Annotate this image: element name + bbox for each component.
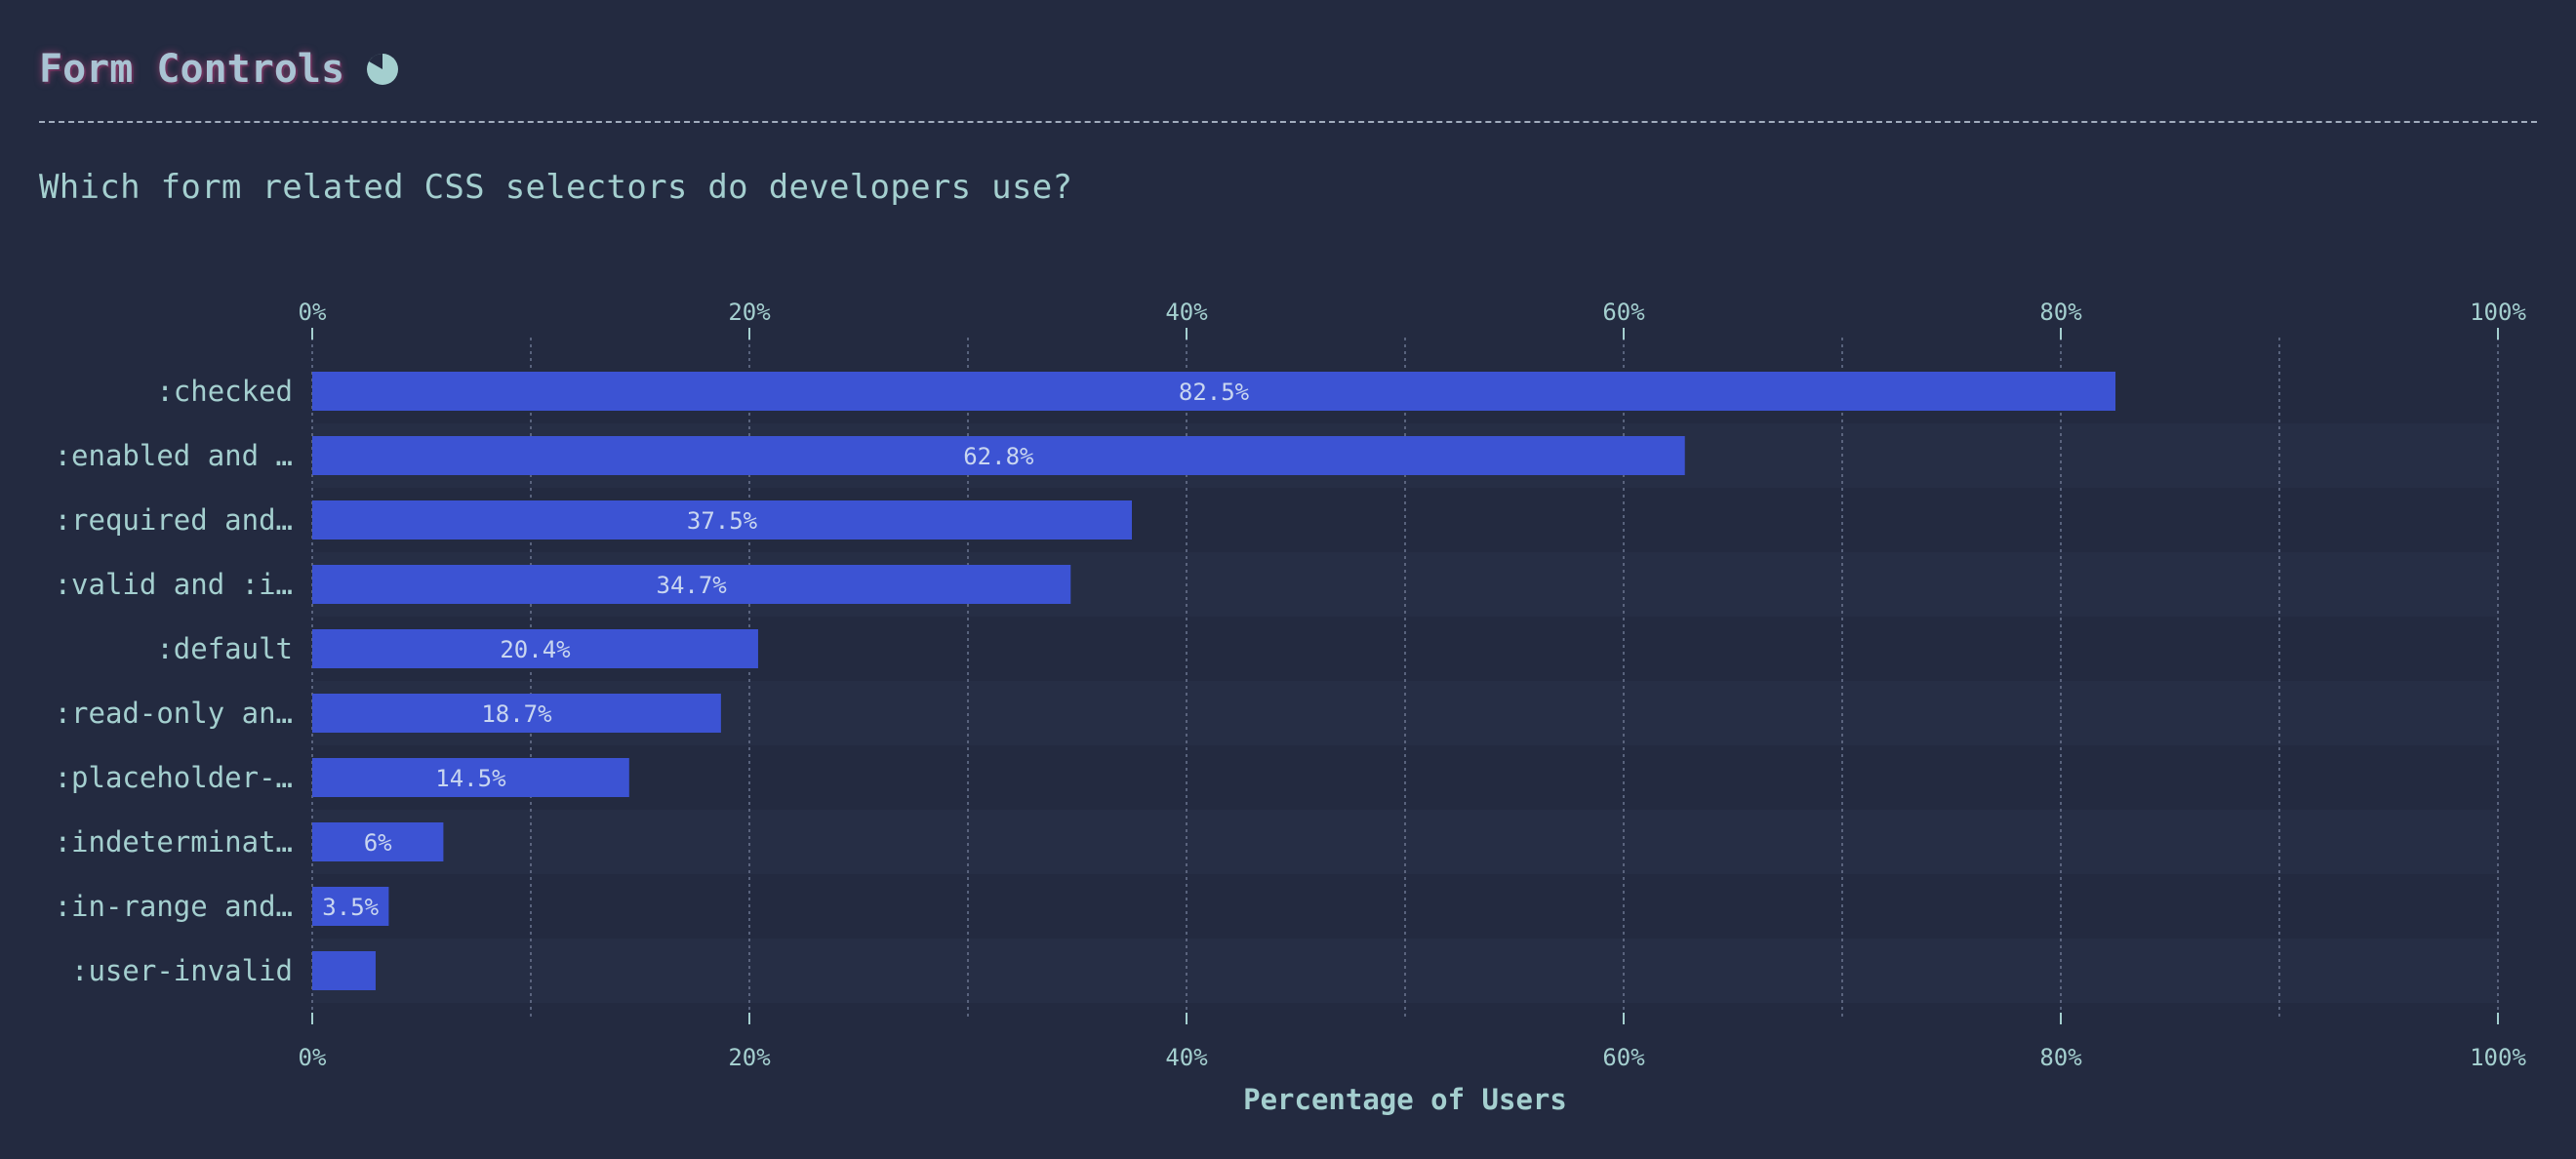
bar <box>312 372 2115 411</box>
bar <box>312 887 389 926</box>
category-label: :in-range and… <box>55 890 293 923</box>
tick-label-bottom: 80% <box>2039 1044 2082 1071</box>
page-title: Form Controls <box>39 47 345 92</box>
tick-label-top: 60% <box>1602 299 1645 326</box>
category-label: :checked <box>156 375 293 408</box>
data-label: 62.8% <box>963 443 1034 470</box>
header-divider <box>39 121 2537 123</box>
x-axis-title: Percentage of Users <box>1243 1083 1567 1116</box>
tick-label-bottom: 60% <box>1602 1044 1645 1071</box>
category-label: :read-only an… <box>55 697 293 730</box>
data-label: 3.5% <box>322 894 379 921</box>
category-label: :valid and :i… <box>55 568 293 601</box>
row-stripe <box>312 939 2498 1003</box>
bar <box>312 629 758 668</box>
pie-chart-icon <box>367 54 399 85</box>
category-label: :default <box>156 632 293 665</box>
data-label: 82.5% <box>1179 379 1250 406</box>
tick-label-bottom: 100% <box>2470 1044 2526 1071</box>
tick-label-bottom: 40% <box>1165 1044 1208 1071</box>
tick-label-top: 0% <box>299 299 327 326</box>
category-label: :placeholder-… <box>55 761 293 794</box>
category-label: :enabled and … <box>55 439 293 472</box>
category-label: :required and… <box>55 503 293 537</box>
data-label: 20.4% <box>500 636 571 663</box>
category-label: :user-invalid <box>71 954 293 987</box>
data-label: 34.7% <box>657 572 728 599</box>
tick-label-top: 40% <box>1165 299 1208 326</box>
bar <box>312 500 1132 540</box>
data-label: 18.7% <box>481 700 552 728</box>
tick-label-top: 20% <box>728 299 771 326</box>
bar <box>312 694 721 733</box>
chart-header: Form Controls <box>39 47 399 92</box>
bar <box>312 565 1071 604</box>
data-label: 14.5% <box>435 765 506 792</box>
tick-label-top: 80% <box>2039 299 2082 326</box>
data-label: 6% <box>364 829 392 857</box>
data-label: 37.5% <box>687 507 758 535</box>
tick-label-top: 100% <box>2470 299 2526 326</box>
chart-question: Which form related CSS selectors do deve… <box>39 168 1073 207</box>
bar <box>312 758 629 797</box>
bar <box>312 436 1685 475</box>
category-label: :indeterminat… <box>55 825 293 859</box>
bar <box>312 951 376 990</box>
bar <box>312 822 444 861</box>
tick-label-bottom: 20% <box>728 1044 771 1071</box>
tick-label-bottom: 0% <box>299 1044 327 1071</box>
